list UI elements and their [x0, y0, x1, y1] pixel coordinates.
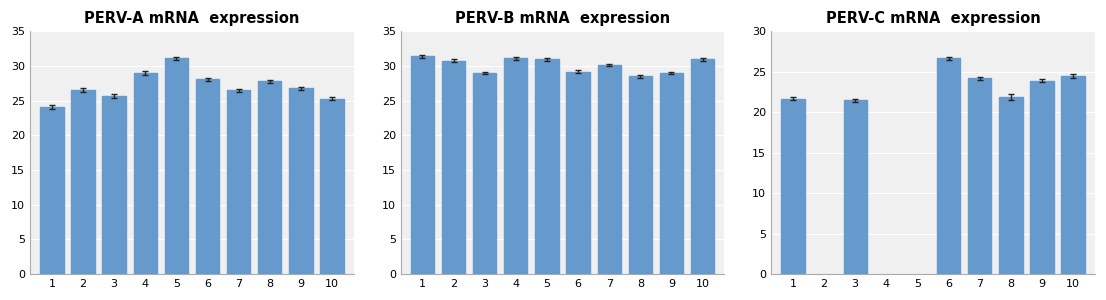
Title: PERV-B mRNA  expression: PERV-B mRNA expression	[455, 11, 670, 26]
Bar	[597, 65, 620, 274]
Bar	[473, 73, 497, 274]
Bar	[134, 73, 157, 274]
Bar	[227, 90, 250, 274]
Bar	[258, 81, 281, 274]
Bar	[660, 73, 684, 274]
Bar	[781, 99, 804, 274]
Bar	[968, 78, 991, 274]
Bar	[321, 99, 344, 274]
Bar	[103, 96, 126, 274]
Bar	[40, 107, 63, 274]
Bar	[999, 97, 1023, 274]
Bar	[844, 100, 867, 274]
Bar	[937, 58, 960, 274]
Bar	[442, 61, 466, 274]
Bar	[290, 88, 313, 274]
Bar	[72, 90, 95, 274]
Bar	[535, 59, 559, 274]
Bar	[196, 79, 219, 274]
Bar	[566, 72, 589, 274]
Bar	[1062, 76, 1085, 274]
Title: PERV-C mRNA  expression: PERV-C mRNA expression	[826, 11, 1041, 26]
Title: PERV-A mRNA  expression: PERV-A mRNA expression	[84, 11, 300, 26]
Bar	[504, 58, 528, 274]
Bar	[691, 59, 714, 274]
Bar	[410, 56, 434, 274]
Bar	[165, 58, 188, 274]
Bar	[628, 76, 653, 274]
Bar	[1031, 81, 1054, 274]
